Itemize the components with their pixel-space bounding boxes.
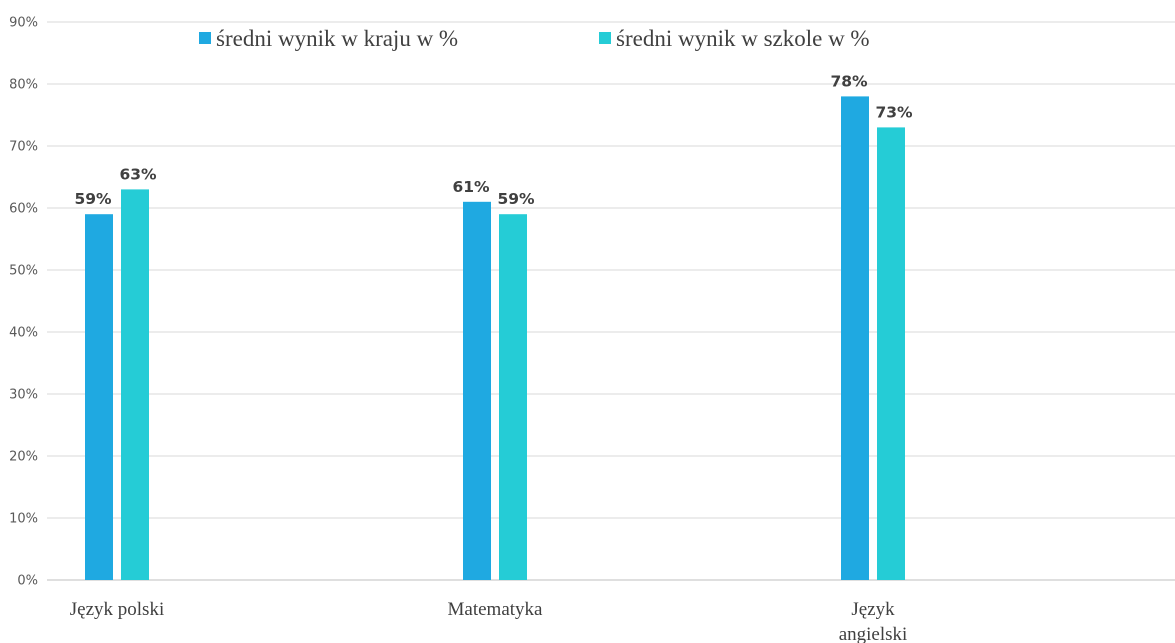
y-tick-label: 90% [9,16,38,31]
y-tick-label: 10% [9,512,38,527]
x-axis-categories: Język polski Matematyka Język angielski [70,599,908,643]
bars [85,96,905,581]
y-tick-label: 40% [9,326,38,341]
data-label: 59% [497,190,535,208]
bar [121,189,149,580]
y-tick-label: 70% [9,140,38,155]
y-axis-ticks: 0% 10% 20% 30% 40% 50% 60% 70% 80% 90% [9,16,38,589]
data-label: 61% [452,178,490,196]
legend: średni wynik w kraju w % średni wynik w s… [199,26,870,51]
data-labels: 59% 61% 78% 63% 59% 73% [74,72,913,208]
y-tick-label: 20% [9,450,38,465]
category-label: angielski [839,624,908,643]
bar [499,214,527,580]
bar [841,96,869,581]
legend-swatch [599,32,611,44]
category-label: Język [851,599,895,620]
data-label: 63% [119,165,157,183]
data-label: 78% [830,72,868,90]
category-label: Język polski [70,599,164,620]
gridlines [47,21,1175,581]
category-label: Matematyka [448,599,544,620]
legend-label: średni wynik w kraju w % [216,26,458,51]
legend-label: średni wynik w szkole w % [616,26,870,51]
y-tick-label: 30% [9,388,38,403]
y-tick-label: 60% [9,202,38,217]
bar [877,127,905,581]
y-tick-label: 50% [9,264,38,279]
legend-swatch [199,32,211,44]
y-tick-label: 0% [17,574,38,589]
data-label: 59% [74,190,112,208]
data-label: 73% [875,103,913,121]
bar [85,214,113,580]
bar [463,201,491,581]
y-tick-label: 80% [9,78,38,93]
